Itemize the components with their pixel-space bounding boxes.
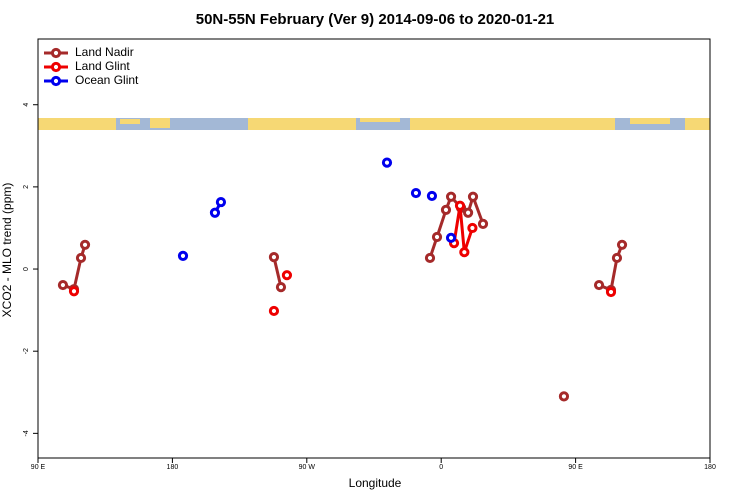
series-line: [62, 244, 87, 292]
x-tick-label: 90 W: [299, 464, 316, 471]
data-point: [79, 239, 91, 250]
data-point: [75, 252, 87, 264]
legend-marker: [50, 61, 62, 73]
data-point: [558, 391, 570, 402]
legend-label: Land Glint: [75, 59, 130, 73]
series-line: [452, 205, 474, 253]
data-point: [440, 204, 452, 215]
y-tick-label: 2: [23, 185, 30, 189]
data-point: [459, 247, 470, 258]
x-tick-label: 180: [704, 464, 716, 471]
data-point: [616, 239, 628, 250]
y-tick-label: 4: [23, 103, 30, 107]
x-tick-label: 90 E: [31, 464, 46, 471]
data-point: [68, 286, 80, 297]
data-point: [605, 286, 617, 298]
legend-marker: [50, 47, 62, 59]
data-point: [209, 207, 221, 218]
x-tick-label: 90 E: [568, 464, 583, 471]
data-point: [424, 252, 436, 264]
plot-frame: [37, 38, 711, 459]
map-strip: [38, 118, 710, 130]
legend-label: Land Nadir: [75, 45, 134, 59]
data-point: [445, 191, 457, 202]
data-point: [445, 232, 457, 243]
y-tick-label: -4: [23, 430, 30, 436]
data-point: [462, 207, 474, 218]
chart-title: 50N-55N February (Ver 9) 2014-09-06 to 2…: [196, 11, 555, 28]
legend-marker: [50, 75, 62, 87]
series-line: [272, 256, 283, 288]
data-point: [268, 252, 280, 263]
data-point: [281, 270, 293, 281]
data-point: [57, 279, 69, 291]
data-point: [467, 222, 478, 234]
data-point: [431, 231, 443, 243]
data-point: [410, 187, 422, 199]
data-point: [268, 305, 280, 317]
x-tick-label: 180: [167, 464, 179, 471]
data-point: [426, 190, 438, 202]
y-axis-label: XCO2 - MLO trend (ppm): [0, 183, 14, 318]
data-point: [454, 200, 466, 211]
data-point: [477, 218, 489, 229]
data-point: [215, 196, 227, 208]
x-axis-label: Longitude: [349, 476, 402, 490]
legend-label: Ocean Glint: [75, 73, 139, 87]
data-point: [467, 191, 479, 202]
series-line: [598, 244, 624, 293]
x-tick-label: 0: [439, 464, 443, 471]
y-tick-label: 0: [23, 267, 30, 271]
data-point: [381, 157, 393, 168]
data-point: [177, 250, 189, 261]
data-point: [611, 252, 623, 264]
data-point: [593, 279, 605, 291]
y-tick-label: -2: [23, 348, 30, 354]
data-point: [275, 282, 287, 293]
